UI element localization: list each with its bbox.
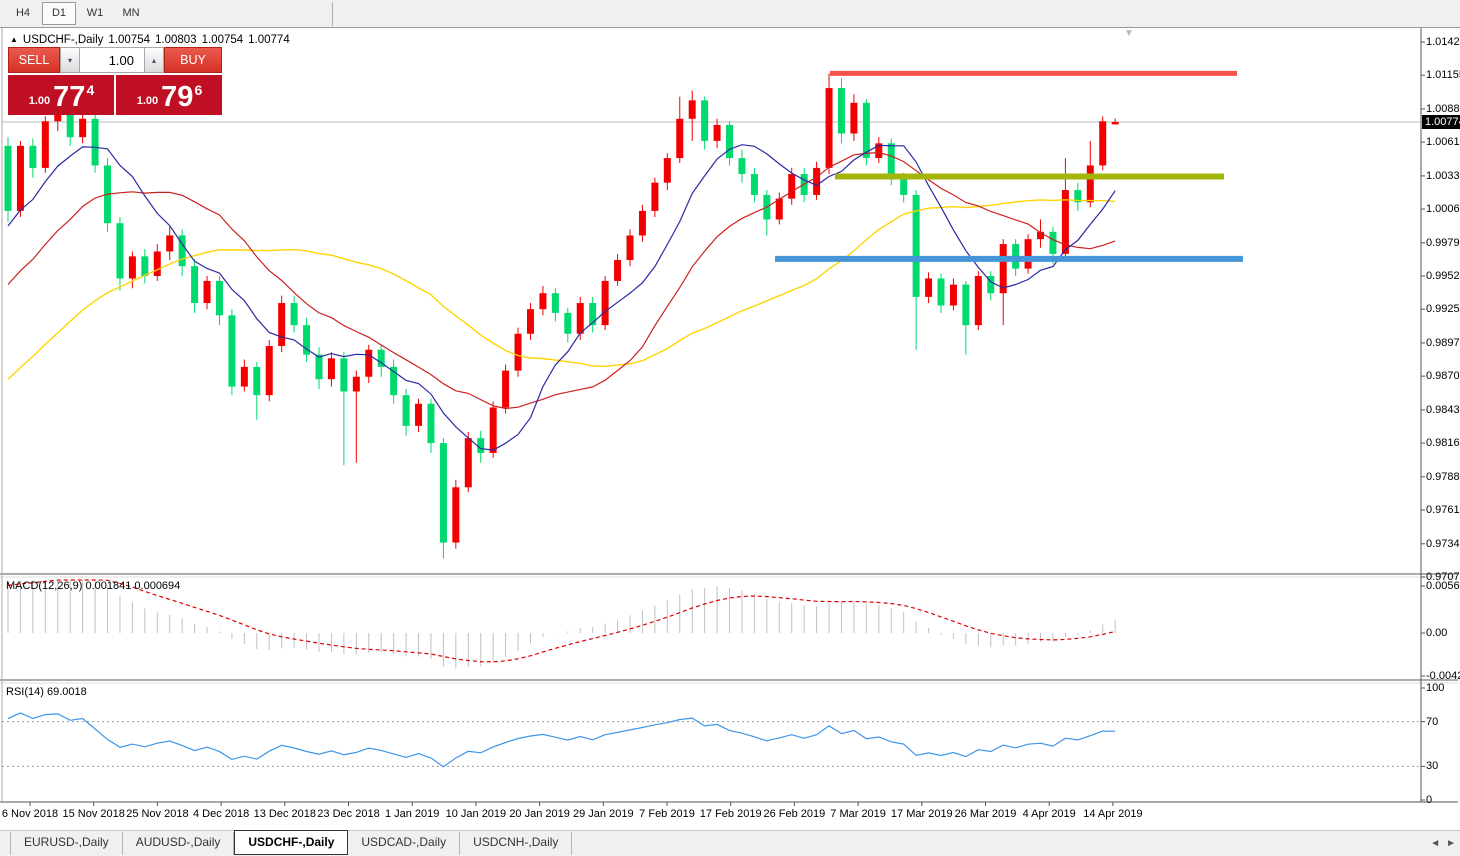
timeframe-tab-mn[interactable]: MN [122,7,140,19]
price-axis-tick: 1.00065 [1426,203,1460,216]
chevron-down-icon: ▾ [67,55,72,65]
time-axis-label: 1 Jan 2019 [384,808,440,820]
price-axis-tick: 0.97615 [1426,504,1460,517]
symbol-bullet-icon: ▲ [10,34,18,44]
time-axis-label: 20 Jan 2019 [509,808,570,820]
ohlc-close: 1.00774 [248,34,290,46]
time-axis-label: 29 Jan 2019 [573,808,634,820]
buy-quote-prefix: 1.00 [136,95,159,107]
chart-tab-audusd[interactable]: AUDUSD-,Daily [123,832,235,855]
chart-tab-bar: EURUSD-,Daily AUDUSD-,Daily USDCHF-,Daily U… [0,830,1460,856]
timeframe-toolbar: H4 D1 W1 MN [0,0,1460,28]
price-axis-tick: 0.98705 [1426,370,1460,383]
sell-button[interactable]: SELL [8,47,60,73]
macd-axis-tick: 0.005602 [1426,580,1460,592]
time-axis-label: 14 Apr 2019 [1083,808,1143,820]
macd-label: MACD(12,26,9) 0.001841 0.000694 [6,580,181,592]
chart-tab-usdchf[interactable]: USDCHF-,Daily [234,830,349,855]
price-axis-tick: 0.97885 [1426,470,1460,483]
chart-tab-eurusd[interactable]: EURUSD-,Daily [10,832,123,855]
price-axis-tick: 1.00335 [1426,169,1460,182]
chart-canvas [0,28,1460,830]
time-axis-label: 26 Mar 2019 [954,808,1017,820]
auto-scroll-marker-icon[interactable]: ▼ [1124,28,1134,39]
tab-scroll-right-icon[interactable]: ► [1446,838,1456,849]
toolbar-separator [332,2,333,26]
symbol-title: USDCHF-,Daily [22,34,104,46]
volume-up-button[interactable]: ▴ [144,47,164,73]
price-axis-tick: 1.00610 [1426,136,1460,149]
chart-tab-usdcad[interactable]: USDCAD-,Daily [348,832,461,855]
chevron-up-icon: ▴ [151,55,156,65]
sell-quote-box[interactable]: 1.00 77 4 [8,75,114,115]
current-price-tag: 1.00774 [1422,114,1460,129]
ohlc-low: 1.00754 [201,34,244,46]
ohlc-open: 1.00754 [108,34,150,46]
sell-quote-big: 77 [53,81,86,113]
tabbar-scroll: ◄ ► [1430,838,1456,849]
rsi-axis-tick: 0 [1426,794,1433,806]
time-axis-label: 23 Dec 2018 [317,808,380,820]
price-axis-tick: 1.01425 [1426,36,1460,48]
time-axis-label: 15 Nov 2018 [62,808,125,820]
macd-axis-tick: 0.00 [1426,627,1448,639]
time-axis-label: 7 Mar 2019 [830,808,886,820]
timeframe-tab-w1[interactable]: W1 [86,7,104,19]
rsi-label: RSI(14) 69.0018 [6,686,87,698]
ohlc-high: 1.00803 [155,34,197,46]
time-axis-label: 6 Nov 2018 [1,808,59,820]
time-axis-label: 25 Nov 2018 [126,808,189,820]
price-axis-tick: 0.98975 [1426,336,1460,349]
price-axis-tick: 1.01155 [1426,69,1460,82]
time-axis-label: 10 Jan 2019 [445,808,507,820]
tab-scroll-left-icon[interactable]: ◄ [1430,838,1441,849]
timeframe-tab-d1[interactable]: D1 [42,2,76,25]
volume-down-button[interactable]: ▾ [60,47,80,73]
sell-quote-prefix: 1.00 [28,95,51,107]
buy-quote-box[interactable]: 1.00 79 6 [116,75,222,115]
sell-quote-sup: 4 [86,82,95,98]
chart-tab-usdcnh[interactable]: USDCNH-,Daily [460,832,573,855]
time-axis-label: 26 Feb 2019 [763,808,826,820]
rsi-axis-tick: 100 [1426,682,1445,694]
time-axis-label: 17 Mar 2019 [890,808,953,820]
one-click-trade-panel: SELL ▾ ▴ BUY 1.00 77 4 1.00 79 6 [8,47,222,115]
time-axis-label: 17 Feb 2019 [699,808,762,820]
macd-axis-tick: -0.004226 [1426,670,1460,682]
time-axis-label: 4 Apr 2019 [1022,808,1076,820]
rsi-axis-tick: 70 [1426,715,1439,728]
price-axis-tick: 1.00880 [1426,102,1460,115]
volume-input[interactable] [80,47,144,73]
buy-quote-big: 79 [161,81,194,113]
time-axis-label: 4 Dec 2018 [192,808,250,820]
chart-window: ▲ USDCHF-,Daily 1.00754 1.00803 1.00754 … [0,28,1460,830]
chart-header: ▲ USDCHF-,Daily 1.00754 1.00803 1.00754 … [10,34,290,46]
time-axis-label: 13 Dec 2018 [253,808,316,820]
buy-quote-sup: 6 [194,82,203,98]
timeframe-tab-h4[interactable]: H4 [15,7,31,19]
buy-button[interactable]: BUY [164,47,222,73]
time-axis-label: 7 Feb 2019 [639,808,695,820]
rsi-axis-tick: 30 [1426,760,1439,773]
